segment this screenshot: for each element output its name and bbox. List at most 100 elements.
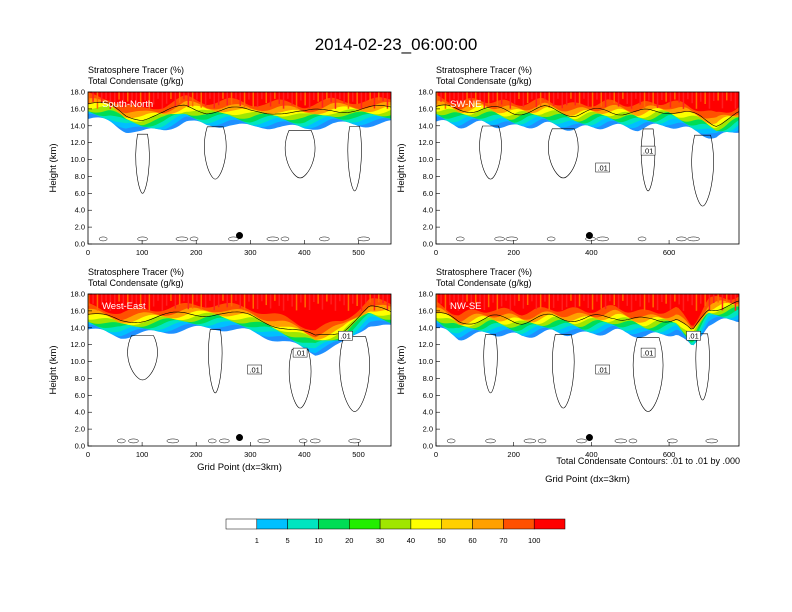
y-tick-label: 18.0 xyxy=(418,290,433,299)
colorbar-swatch xyxy=(503,518,535,530)
colorbar-swatch xyxy=(441,518,473,530)
tracer-streak xyxy=(386,294,389,311)
tracer-streak xyxy=(674,294,676,302)
x-tick-label: 200 xyxy=(190,248,203,257)
tracer-streak xyxy=(222,294,224,301)
tracer-streak xyxy=(449,294,451,306)
tracer-streak xyxy=(157,92,159,99)
contour-label-box xyxy=(247,364,262,375)
tracer-streak xyxy=(135,294,138,311)
tracer-streak xyxy=(678,92,680,103)
cloud-contour xyxy=(288,348,312,409)
x-tick-label: 200 xyxy=(190,450,203,459)
y-tick-label: 16.0 xyxy=(418,104,433,113)
tracer-streak xyxy=(730,92,732,102)
tracer-streak xyxy=(591,92,594,108)
tracer-streak xyxy=(609,92,611,100)
tracer-streak xyxy=(109,294,112,311)
tracer-streak xyxy=(522,294,525,309)
y-tick-label: 4.0 xyxy=(75,408,85,417)
panel-name: NW-SE xyxy=(450,301,482,312)
y-tick-label: 6.0 xyxy=(75,391,85,400)
cloud-contour xyxy=(347,126,362,192)
tracer-streak xyxy=(191,92,194,107)
surface-contour xyxy=(537,438,547,444)
tracer-streak xyxy=(470,294,473,310)
cloud-contour xyxy=(632,337,664,412)
tracer-streak xyxy=(674,92,676,100)
y-tick-label: 4.0 xyxy=(423,206,433,215)
tracer-streak xyxy=(440,294,442,304)
tracer-streak xyxy=(226,92,228,106)
tracer-streak xyxy=(531,92,533,100)
tracer-streak xyxy=(174,294,177,309)
tracer-streak xyxy=(656,294,659,310)
tracer-streak xyxy=(308,92,311,108)
tracer-streak xyxy=(330,294,332,305)
tracer-streak xyxy=(101,294,103,306)
y-axis-label: Height (km) xyxy=(396,345,407,394)
tracer-streak xyxy=(213,294,215,311)
plot-frame xyxy=(435,293,740,447)
surface-contour xyxy=(523,438,537,444)
tracer-streak xyxy=(665,92,667,102)
tracer-streak xyxy=(139,92,142,106)
colorbar-swatch xyxy=(379,518,412,530)
tracer-streak xyxy=(717,92,719,101)
tracer-streak xyxy=(373,294,376,311)
tracer-streak xyxy=(347,294,350,311)
tracer-streak xyxy=(287,92,289,99)
location-marker xyxy=(585,232,593,240)
colorbar-level-label: 100 xyxy=(528,536,541,545)
tracer-streak xyxy=(544,294,546,302)
surface-contour xyxy=(189,236,199,242)
tracer-streak xyxy=(326,92,328,100)
surface-contour xyxy=(576,438,587,444)
contour-label: .01 xyxy=(597,164,607,173)
y-tick-label: 8.0 xyxy=(75,374,85,383)
y-tick-label: 10.0 xyxy=(418,357,433,366)
cloud-contour xyxy=(339,336,370,412)
panel-name: West-East xyxy=(102,301,146,312)
tracer-streak xyxy=(734,92,737,109)
tracer-streak xyxy=(114,92,116,103)
tracer-streak xyxy=(105,294,107,302)
colorbar-level-label: 1 xyxy=(255,536,259,545)
tracer-streak xyxy=(278,92,280,104)
tracer-streak xyxy=(235,92,237,99)
y-tick-label: 8.0 xyxy=(423,374,433,383)
surface-contour xyxy=(280,236,290,242)
y-tick-label: 4.0 xyxy=(423,408,433,417)
tracer-streak xyxy=(509,92,512,109)
tracer-streak xyxy=(256,92,259,108)
tracer-streak xyxy=(127,294,129,304)
y-tick-label: 2.0 xyxy=(423,425,433,434)
cloud-contour xyxy=(204,126,227,180)
tracer-streak xyxy=(475,294,477,304)
y-axis-label: Height (km) xyxy=(48,143,59,192)
surface-contour xyxy=(485,438,496,444)
tracer-streak xyxy=(356,294,358,306)
y-tick-label: 18.0 xyxy=(70,88,85,97)
tracer-streak xyxy=(596,294,598,302)
tracer-streak xyxy=(352,294,354,304)
tracer-streak xyxy=(639,92,641,105)
x-tick-label: 400 xyxy=(298,450,311,459)
y-tick-label: 0.0 xyxy=(75,240,85,249)
tracer-streak xyxy=(526,92,529,103)
surface-contour xyxy=(614,438,628,444)
tracer-streak xyxy=(604,294,607,310)
tracer-streak xyxy=(300,92,302,101)
tracer-streak xyxy=(170,294,172,301)
contour-label: .01 xyxy=(597,366,607,375)
colorbar-swatch xyxy=(472,518,504,530)
colorbar-level-label: 60 xyxy=(468,536,476,545)
tracer-streak xyxy=(713,294,715,303)
tracer-streak xyxy=(209,294,211,301)
tracer-streak xyxy=(561,92,563,109)
tracer-streak xyxy=(470,92,473,108)
tracer-streak xyxy=(700,92,702,102)
tracer-streak xyxy=(161,294,164,311)
location-marker xyxy=(585,434,593,442)
y-tick-label: 6.0 xyxy=(423,189,433,198)
